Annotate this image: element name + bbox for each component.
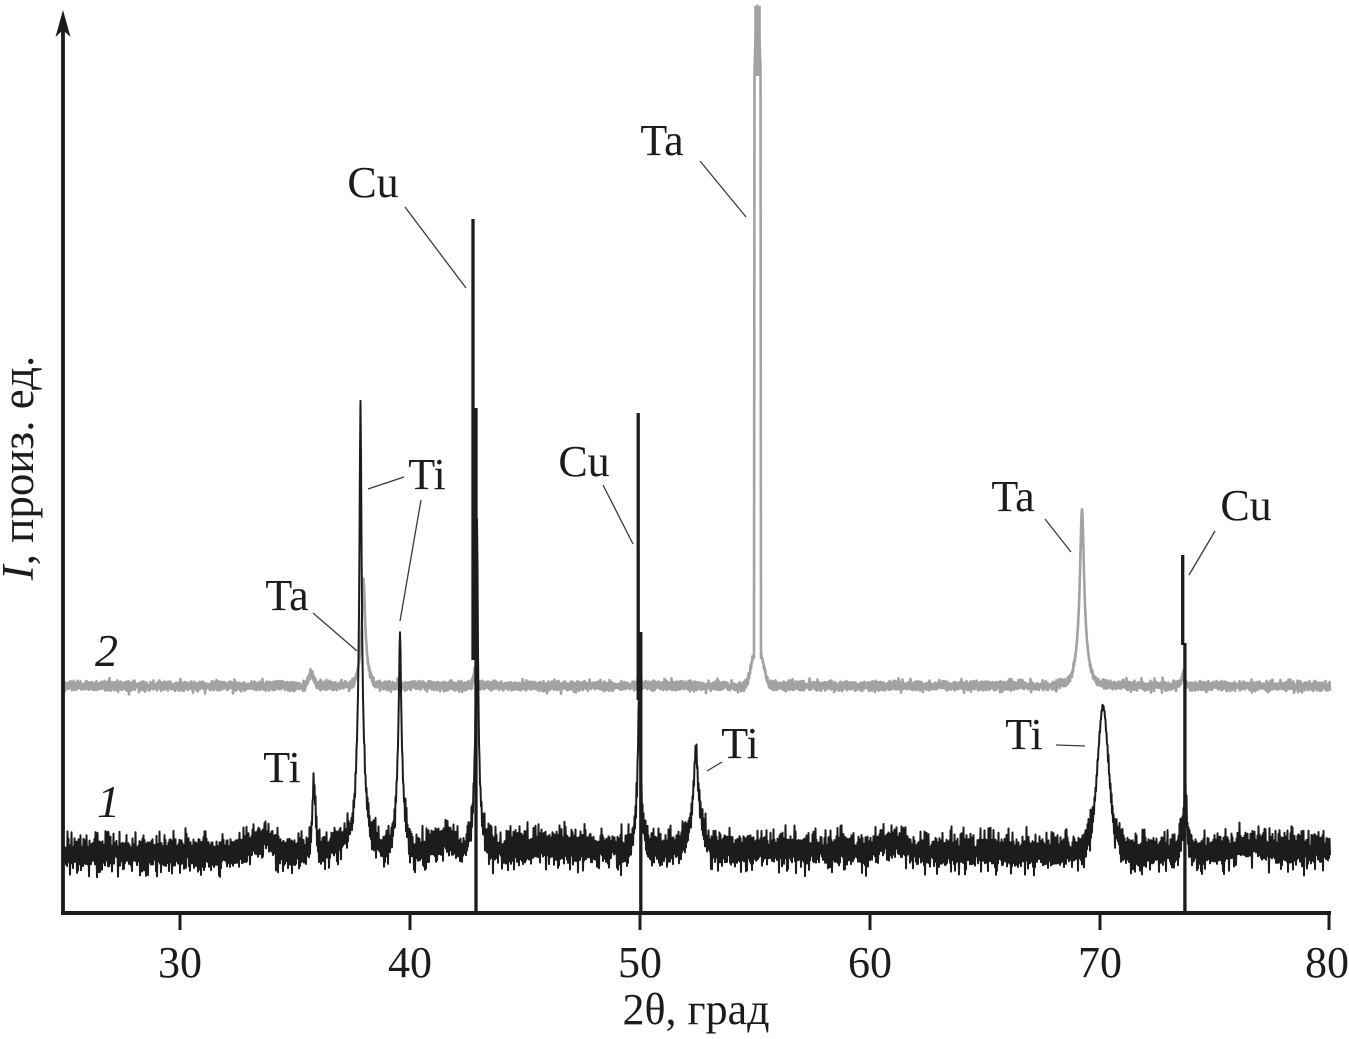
svg-text:50: 50 <box>618 938 662 987</box>
svg-text:Ta: Ta <box>640 116 683 165</box>
svg-text:Ti: Ti <box>408 450 446 499</box>
svg-text:Cu: Cu <box>347 158 398 207</box>
svg-text:I, произ. ед.: I, произ. ед. <box>0 356 43 581</box>
svg-text:80: 80 <box>1305 938 1349 987</box>
svg-text:1: 1 <box>97 776 120 827</box>
svg-text:40: 40 <box>388 938 432 987</box>
svg-text:Ti: Ti <box>721 719 759 768</box>
svg-text:Ti: Ti <box>1005 710 1043 759</box>
svg-text:2θ, град: 2θ, град <box>622 985 769 1034</box>
svg-text:Ti: Ti <box>263 743 301 792</box>
svg-text:30: 30 <box>158 938 202 987</box>
svg-text:Cu: Cu <box>1220 481 1271 530</box>
svg-text:Ta: Ta <box>991 472 1034 521</box>
svg-text:60: 60 <box>848 938 892 987</box>
svg-text:Cu: Cu <box>558 437 609 486</box>
svg-text:2: 2 <box>95 625 118 676</box>
svg-text:70: 70 <box>1078 938 1122 987</box>
svg-text:Ta: Ta <box>265 571 308 620</box>
